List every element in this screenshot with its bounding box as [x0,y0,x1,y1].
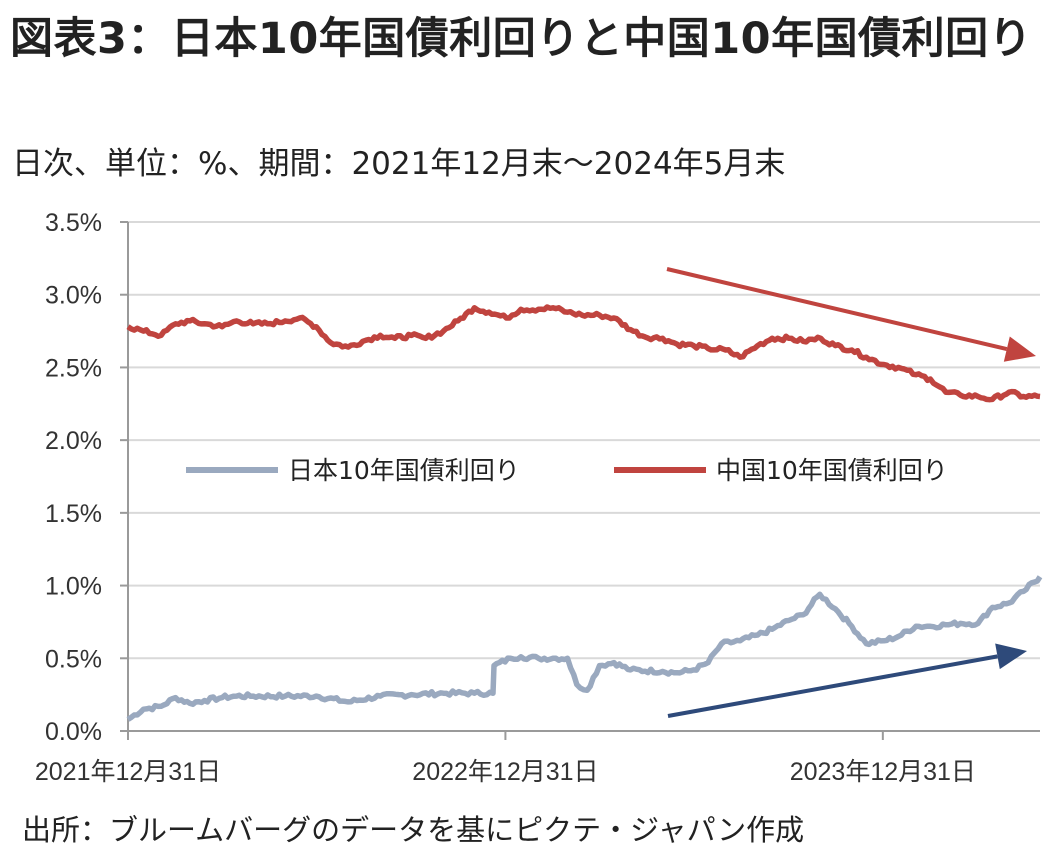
chart-title: 図表3：日本10年国債利回りと中国10年国債利回り [10,14,1033,64]
y-tick-label: 0.0% [45,718,102,746]
legend: 日本10年国債利回り 中国10年国債利回り [186,456,948,485]
legend-label: 中国10年国債利回り [716,456,948,485]
trend-arrow-up-head [995,643,1027,670]
trend-arrow-down-head [1003,336,1036,362]
source-note: 出所：ブルームバーグのデータを基にピクテ・ジャパン作成 [22,813,805,847]
y-axis-tick-labels: 0.0% 0.5% 1.0% 1.5% 2.0% 2.5% 3.0% 3.5% [45,209,102,746]
y-tick-label: 2.0% [45,427,102,455]
y-tick-label: 0.5% [45,645,102,673]
chart-subtitle: 日次、単位：%、期間：2021年12月末～2024年5月末 [12,146,786,182]
x-tick-label: 2021年12月31日 [35,758,221,786]
x-tick-label: 2023年12月31日 [790,758,976,786]
trend-arrow-down-shaft [666,267,1008,352]
legend-label: 日本10年国債利回り [288,456,520,485]
series-lines [126,304,1043,722]
y-tick-label: 3.5% [45,209,102,237]
x-axis-tick-labels: 2021年12月31日 2022年12月31日 2023年12月31日 [35,731,976,786]
y-tick-label: 1.5% [45,500,102,528]
y-tick-label: 1.0% [45,573,102,601]
x-tick-label: 2022年12月31日 [412,758,598,786]
trend-arrow-down [666,267,1036,362]
grid-lines [120,221,1040,732]
series-line-japan [126,575,1043,722]
series-line-china [126,304,1041,403]
trend-arrow-up [667,643,1027,718]
y-tick-label: 3.0% [45,282,102,310]
trend-arrow-up-shaft [667,654,998,718]
axes [127,222,1040,732]
trend-arrows [666,267,1036,718]
y-tick-label: 2.5% [45,354,102,382]
